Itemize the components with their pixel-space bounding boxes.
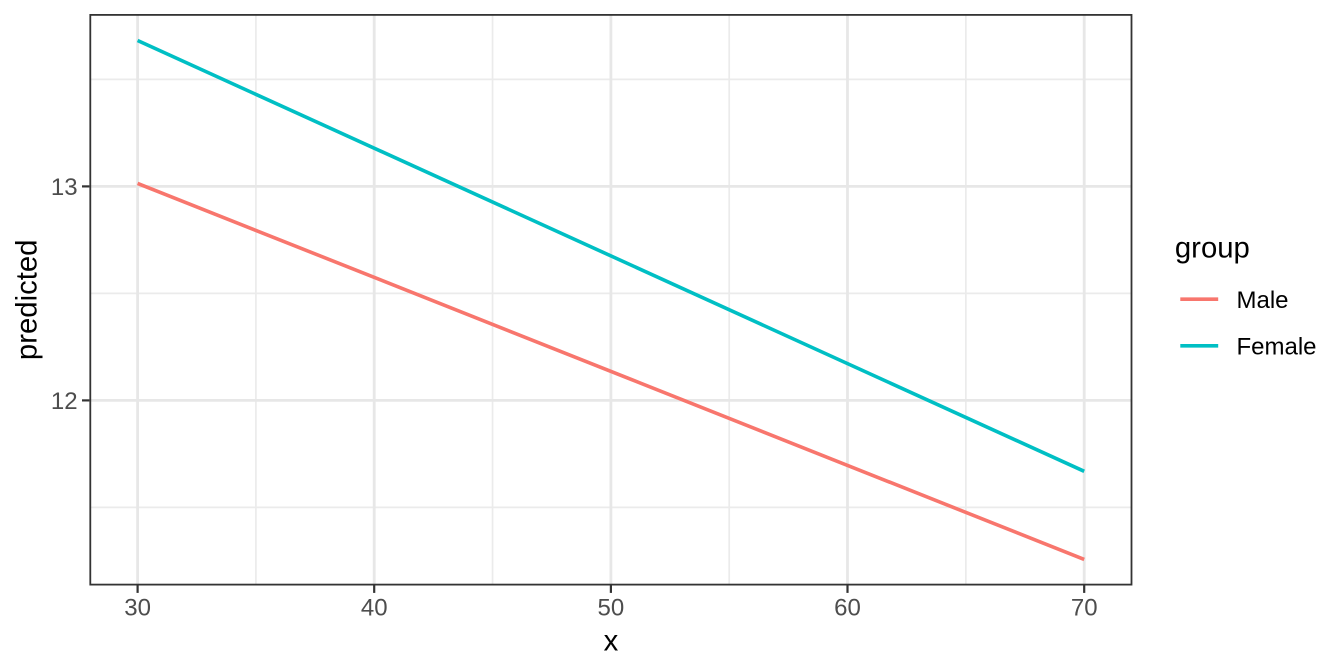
svg-text:predicted: predicted [11,240,44,361]
svg-text:x: x [604,625,619,658]
svg-text:50: 50 [598,595,625,622]
svg-text:group: group [1175,231,1250,264]
svg-text:60: 60 [834,595,861,622]
svg-text:Male: Male [1237,287,1289,314]
svg-text:30: 30 [124,595,151,622]
svg-text:40: 40 [361,595,388,622]
svg-text:13: 13 [51,174,78,201]
svg-text:Female: Female [1237,333,1317,360]
svg-text:70: 70 [1071,595,1098,622]
svg-text:12: 12 [51,388,78,415]
